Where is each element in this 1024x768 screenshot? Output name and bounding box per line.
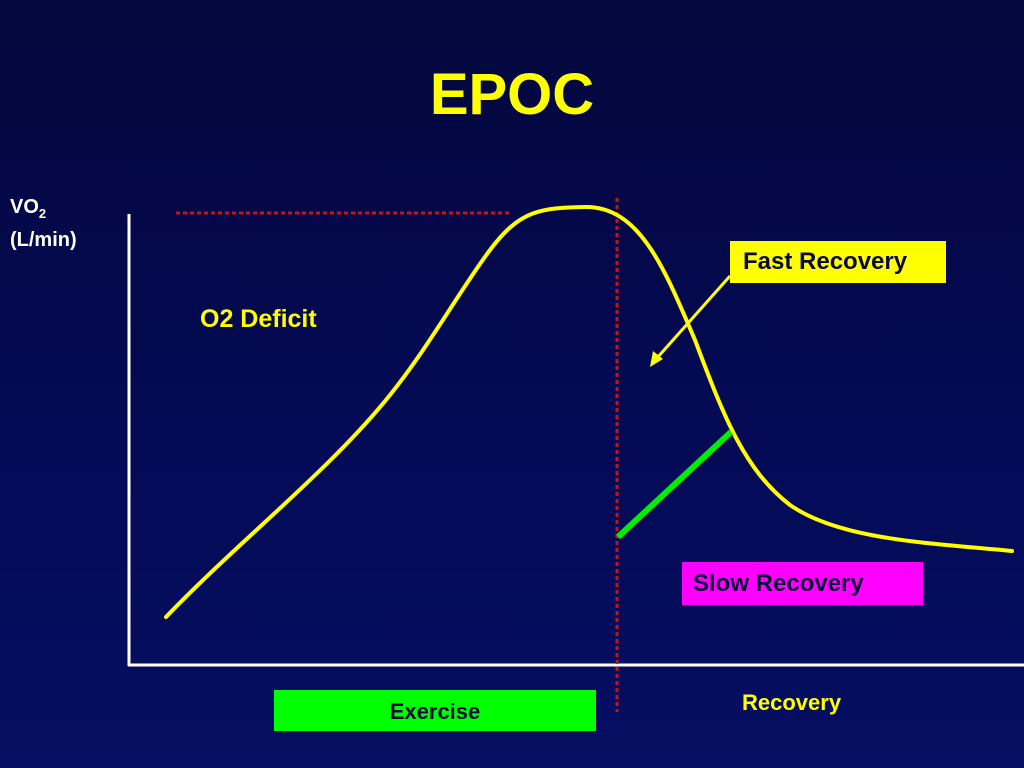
slide-title: EPOC (429, 62, 595, 127)
arrow-down-left-icon (650, 275, 732, 367)
fast-recovery-label: Fast Recovery (730, 241, 946, 283)
y-axis-label: VO2 (L/min) (10, 194, 77, 253)
slow-recovery-label: Slow Recovery (682, 562, 923, 605)
y-axis-quantity: VO2 (10, 194, 77, 227)
y-axis-subscript: 2 (38, 206, 47, 221)
y-axis-unit: (L/min) (10, 229, 77, 251)
vo2-curve (164, 204, 1014, 619)
exercise-label: Exercise (274, 690, 596, 731)
y-axis-main: VO (10, 196, 39, 218)
o2-deficit-label: O2 Deficit (200, 305, 317, 333)
recovery-label: Recovery (742, 690, 842, 715)
slow-recovery-marker (615, 429, 734, 540)
